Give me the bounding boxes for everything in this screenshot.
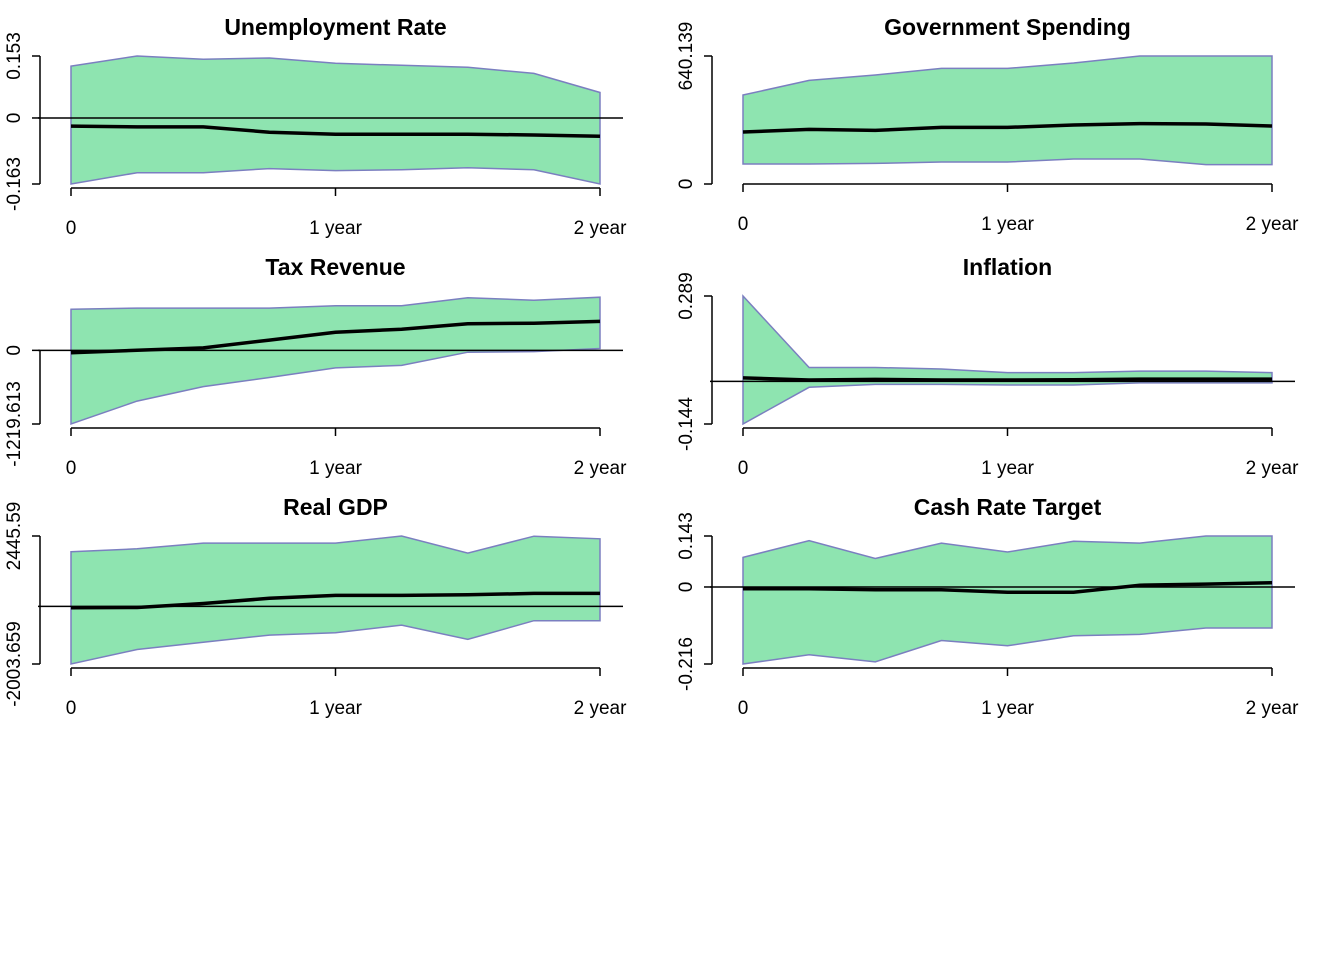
y-tick-label: -0.216: [676, 637, 697, 691]
x-tick-label: 2 year: [1246, 214, 1299, 235]
median-line: [742, 121, 1273, 134]
x-tick-label: 0: [738, 214, 749, 235]
credible-band: [70, 535, 601, 665]
y-tick-label: 0: [676, 179, 697, 190]
median-line: [743, 580, 1273, 595]
y-tick-label: 0: [676, 582, 697, 593]
x-tick-label: 2 year: [1246, 698, 1299, 719]
credible-band: [742, 535, 1273, 665]
panel-tax-revenue: Tax Revenue 0 1 year 2 year -1219.613 0: [4, 254, 627, 479]
x-tick-label: 1 year: [309, 698, 362, 719]
x-tick-label: 0: [738, 698, 749, 719]
y-tick-label: 0: [4, 345, 25, 356]
x-tick-label: 1 year: [981, 458, 1034, 479]
x-tick-label: 0: [66, 218, 77, 239]
x-tick-label: 2 year: [574, 698, 627, 719]
credible-band: [742, 55, 1273, 166]
y-tick-label: -0.163: [4, 157, 25, 211]
x-tick-label: 1 year: [981, 698, 1034, 719]
x-tick-label: 2 year: [574, 458, 627, 479]
x-tick-label: 2 year: [574, 218, 627, 239]
median-line: [742, 376, 1272, 382]
median-line: [70, 124, 601, 138]
credible-band: [70, 296, 601, 426]
median-line: [70, 319, 601, 355]
panel-title: Cash Rate Target: [914, 494, 1102, 520]
x-tick-label: 0: [66, 698, 77, 719]
x-tick-label: 0: [66, 458, 77, 479]
y-tick-label: 0.153: [4, 32, 25, 80]
panel-government-spending: Government Spending 0 1 year 2 year 0 640.139: [676, 14, 1299, 235]
panel-title: Inflation: [963, 254, 1052, 280]
panel-cash-rate-target: Cash Rate Target 0 1 year 2 year -0.216 0 0.14…: [676, 494, 1299, 719]
x-tick-label: 1 year: [981, 214, 1034, 235]
y-tick-label: 0.143: [676, 512, 697, 560]
x-tick-label: 0: [738, 458, 749, 479]
y-tick-label: -2003.659: [4, 621, 25, 707]
panel-title: Government Spending: [884, 14, 1131, 40]
x-tick-label: 2 year: [1246, 458, 1299, 479]
median-line: [70, 591, 600, 610]
panel-title: Unemployment Rate: [224, 14, 446, 40]
y-tick-label: 2445.59: [4, 502, 25, 571]
x-tick-label: 1 year: [309, 458, 362, 479]
y-tick-label: 0.289: [676, 272, 697, 320]
y-tick-label: -0.144: [676, 397, 697, 451]
y-tick-label: 640.139: [676, 22, 697, 91]
y-tick-label: 0: [4, 113, 25, 124]
y-tick-label: -1219.613: [4, 381, 25, 467]
panel-inflation: Inflation 0 1 year 2 year -0.144 0.289: [676, 254, 1299, 479]
credible-band: [70, 55, 601, 185]
x-tick-label: 1 year: [309, 218, 362, 239]
panel-title: Tax Revenue: [265, 254, 405, 280]
credible-band: [742, 294, 1273, 426]
panel-real-gdp: Real GDP 0 1 year 2 year -2003.659 2445.59: [4, 494, 627, 719]
panel-unemployment-rate: Unemployment Rate 0 1 year 2 year -0.163 0 0.1…: [4, 14, 627, 239]
panel-title: Real GDP: [283, 494, 388, 520]
